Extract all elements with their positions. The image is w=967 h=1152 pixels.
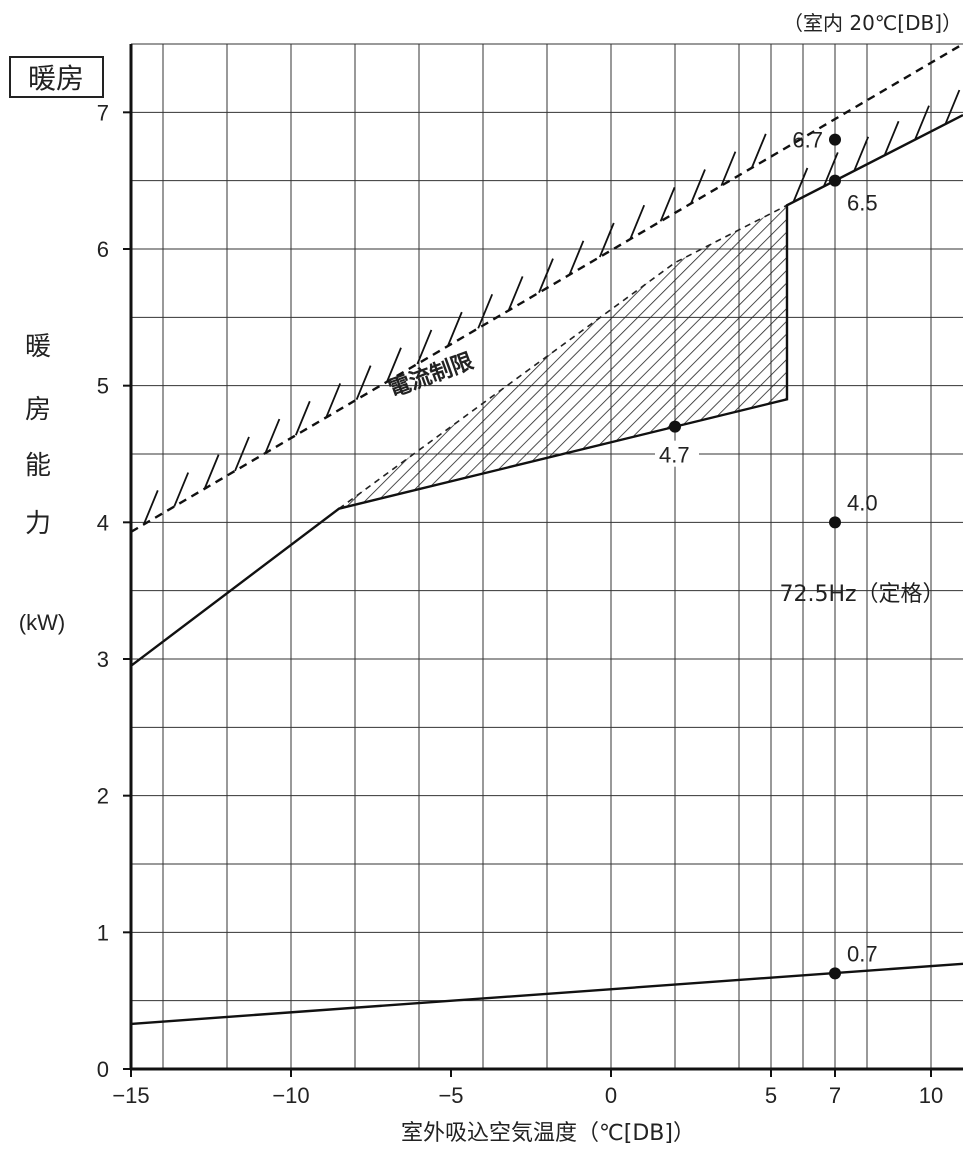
- data-point: [829, 133, 841, 146]
- x-tick-label: −10: [272, 1083, 309, 1108]
- y-tick-label: 4: [97, 510, 109, 535]
- condition-note: （室内 20℃[DB]）: [783, 11, 962, 35]
- limit-hatch-mark: [173, 472, 190, 507]
- limit-hatch-mark: [883, 120, 900, 156]
- mode-label-box: 暖房: [9, 56, 104, 98]
- mode-label: 暖房: [28, 62, 84, 95]
- limit-hatch-mark: [750, 133, 767, 169]
- y-unit-label: (kW): [19, 610, 65, 635]
- axes: [129, 44, 963, 1071]
- y-tick-label: 6: [97, 237, 109, 262]
- x-tick-label: 5: [765, 1083, 777, 1108]
- y-label-char-4: 力: [25, 509, 51, 539]
- limit-hatch-mark: [234, 436, 250, 472]
- data-point: [669, 420, 681, 433]
- tick-labels: 0 1 2 3 4 5 6 7 −15 −10 −5 0 5 7 10: [97, 100, 943, 1108]
- current-limit-hatch: [142, 89, 961, 525]
- y-tick-label: 2: [97, 784, 109, 809]
- limit-hatch-mark: [446, 311, 463, 347]
- limit-hatch-mark: [914, 105, 930, 141]
- data-point: [829, 174, 841, 187]
- limit-hatch-mark: [355, 365, 372, 400]
- data-label: 6.7: [792, 128, 823, 153]
- limit-hatch-mark: [944, 89, 961, 125]
- x-tick-label: −15: [112, 1083, 149, 1108]
- limit-hatch-mark: [264, 418, 281, 454]
- y-label-char-2: 房: [25, 395, 51, 425]
- limit-hatch-mark: [416, 329, 433, 365]
- limit-hatch-mark: [203, 454, 220, 490]
- data-point: [829, 516, 841, 529]
- limit-hatch-mark: [294, 400, 311, 436]
- data-label: 4.7: [659, 443, 690, 468]
- data-points: 6.7 6.5 4.7 4.0 0.7: [655, 128, 878, 980]
- y-tick-label: 5: [97, 374, 109, 399]
- limit-hatch-mark: [538, 258, 554, 293]
- series-lines: [131, 44, 963, 1026]
- y-tick-label: 3: [97, 647, 109, 672]
- limit-hatch-mark: [720, 151, 737, 187]
- limit-hatch-mark: [792, 167, 809, 203]
- hatch-fill: [339, 205, 787, 509]
- x-tick-label: 7: [829, 1083, 841, 1108]
- limit-hatch-mark: [507, 276, 524, 311]
- limit-hatch-mark: [598, 222, 615, 258]
- limit-hatch-mark: [386, 347, 402, 383]
- data-label: 6.5: [847, 191, 878, 216]
- limit-hatch-mark: [629, 204, 646, 240]
- data-point: [829, 967, 841, 980]
- hatched-region: [338, 204, 788, 510]
- x-tick-label: 10: [919, 1083, 943, 1108]
- x-tick-label: 0: [605, 1083, 617, 1108]
- series-line-1: [131, 113, 963, 667]
- data-label: 0.7: [847, 941, 878, 966]
- hatch-upper-edge: [338, 204, 788, 510]
- y-label-char-1: 暖: [25, 332, 51, 362]
- data-label: 4.0: [847, 490, 878, 515]
- current-limit-label: 電流制限: [385, 348, 477, 403]
- x-tick-label: −5: [438, 1083, 463, 1108]
- series-line-2: [131, 44, 963, 533]
- limit-hatch-mark: [568, 240, 585, 276]
- limit-hatch-mark: [853, 136, 870, 172]
- y-tick-label: 1: [97, 920, 109, 945]
- limit-hatch-mark: [325, 383, 342, 418]
- data-label-bg: [655, 440, 699, 467]
- grid: [131, 43, 963, 1069]
- limit-hatch-mark: [142, 490, 159, 525]
- limit-hatch-mark: [659, 186, 676, 222]
- y-axis-label: 暖 房 能 力 (kW): [19, 332, 65, 635]
- limit-hatch-mark: [477, 293, 494, 329]
- limit-hatch-mark: [690, 169, 706, 204]
- y-label-char-3: 能: [25, 451, 51, 481]
- y-tick-label: 7: [97, 100, 109, 125]
- limit-hatch-mark: [822, 152, 839, 187]
- rated-label: 72.5Hz（定格）: [779, 582, 944, 607]
- y-tick-label: 0: [97, 1057, 109, 1082]
- x-axis-label: 室外吸込空気温度（℃[DB]）: [401, 1121, 695, 1146]
- series-line-3: [131, 962, 963, 1026]
